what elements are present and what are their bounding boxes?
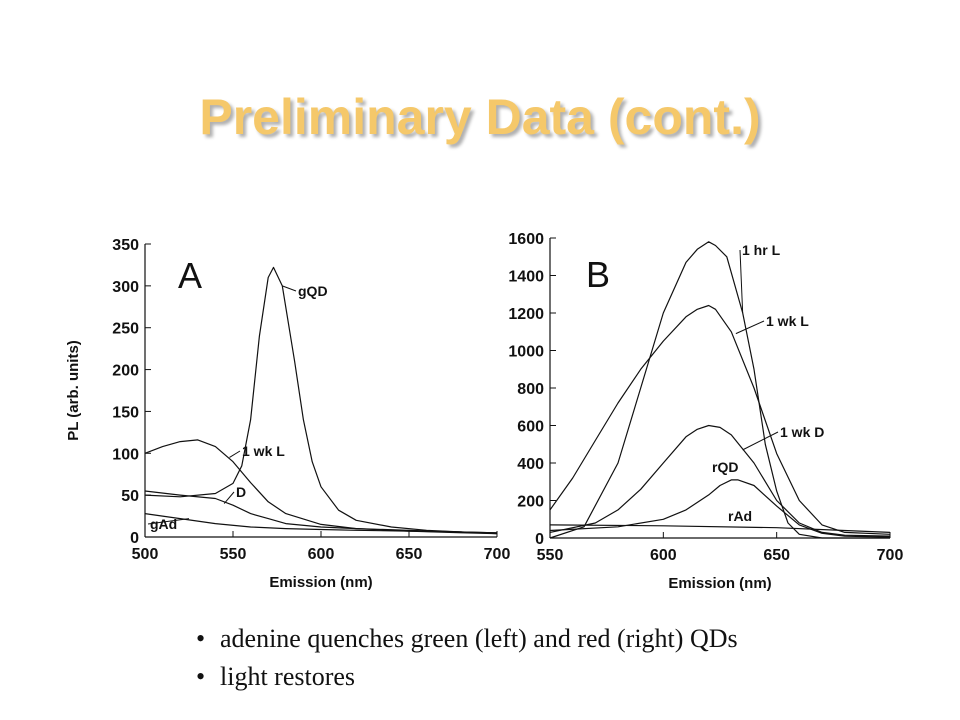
x-tick-label: 600 [308,546,335,563]
series-label-leader [229,450,241,458]
series-line [549,479,891,538]
chart-panel-b: 0 200 400 600 800 1000 1200 1400 1600 550 600 650 70… [508,231,903,592]
series-line [549,424,891,537]
series-label-leader [282,285,297,292]
y-axis-label: PL (arb. units) [65,340,82,441]
series-line [549,304,891,535]
y-tick-label: 350 [112,237,139,254]
series-label-leader [223,491,235,504]
y-tick-label: 0 [130,530,139,547]
x-axis-label: Emission (nm) [269,574,372,591]
y-tick-label: 250 [112,321,139,338]
bullet-dot-icon: • [196,662,206,691]
panel-label: B [586,254,610,295]
series-label: 1 wk L [766,313,809,329]
series-label: rQD [712,459,738,475]
series-label: 1 hr L [742,242,781,258]
chart-panel-a: 0 50 100 150 200 250 300 350 500 550 600 650 700 Emis… [65,237,510,591]
x-tick-label: 600 [650,547,677,564]
y-tick-label: 600 [517,419,544,436]
series-label: 1 wk L [242,443,285,459]
x-tick-label: 550 [220,546,247,563]
x-tick-label: 500 [132,546,159,563]
charts-figure: 0 50 100 150 200 250 300 350 500 550 600 650 700 Emis… [65,231,903,592]
series-label-leader [147,518,190,525]
y-tick-label: 100 [112,446,139,463]
series-label: gQD [298,283,328,299]
y-tick-label: 200 [517,494,544,511]
x-tick-label: 650 [396,546,423,563]
y-tick-label: 1000 [508,344,544,361]
series-label-leader [742,431,779,451]
y-tick-label: 50 [121,488,139,505]
series-line [144,490,498,535]
panel-label: A [178,255,202,296]
y-tick-label: 200 [112,363,139,380]
bullet-item: • light restores [196,658,738,696]
y-tick-label: 400 [517,456,544,473]
y-tick-label: 150 [112,404,139,421]
y-tick-label: 1200 [508,306,544,323]
series-line [549,241,890,539]
y-tick-label: 1600 [508,231,544,248]
bullet-list: • adenine quenches green (left) and red (… [196,620,738,696]
y-tick-label: 800 [517,381,544,398]
series-line [549,524,891,533]
x-tick-label: 700 [877,547,904,564]
x-tick-label: 650 [763,547,790,564]
x-axis-label: Emission (nm) [668,575,771,592]
series-label: 1 wk D [780,424,824,440]
y-tick-label: 0 [535,531,544,548]
series-label: D [236,484,246,500]
x-tick-label: 700 [484,546,511,563]
bullet-item: • adenine quenches green (left) and red (… [196,620,738,658]
y-tick-label: 1400 [508,269,544,286]
slide-title: Preliminary Data (cont.) [199,89,761,145]
series-label: rAd [728,508,752,524]
x-tick-label: 550 [537,547,564,564]
series-label-leader [739,249,744,314]
bullet-text: adenine quenches green (left) and red (r… [220,624,738,653]
series-line [144,266,498,534]
bullet-text: light restores [220,662,356,691]
series-line [144,513,498,534]
series-label-leader [735,320,765,335]
series-label: gAd [150,516,177,532]
bullet-dot-icon: • [196,624,206,653]
y-tick-label: 300 [112,279,139,296]
